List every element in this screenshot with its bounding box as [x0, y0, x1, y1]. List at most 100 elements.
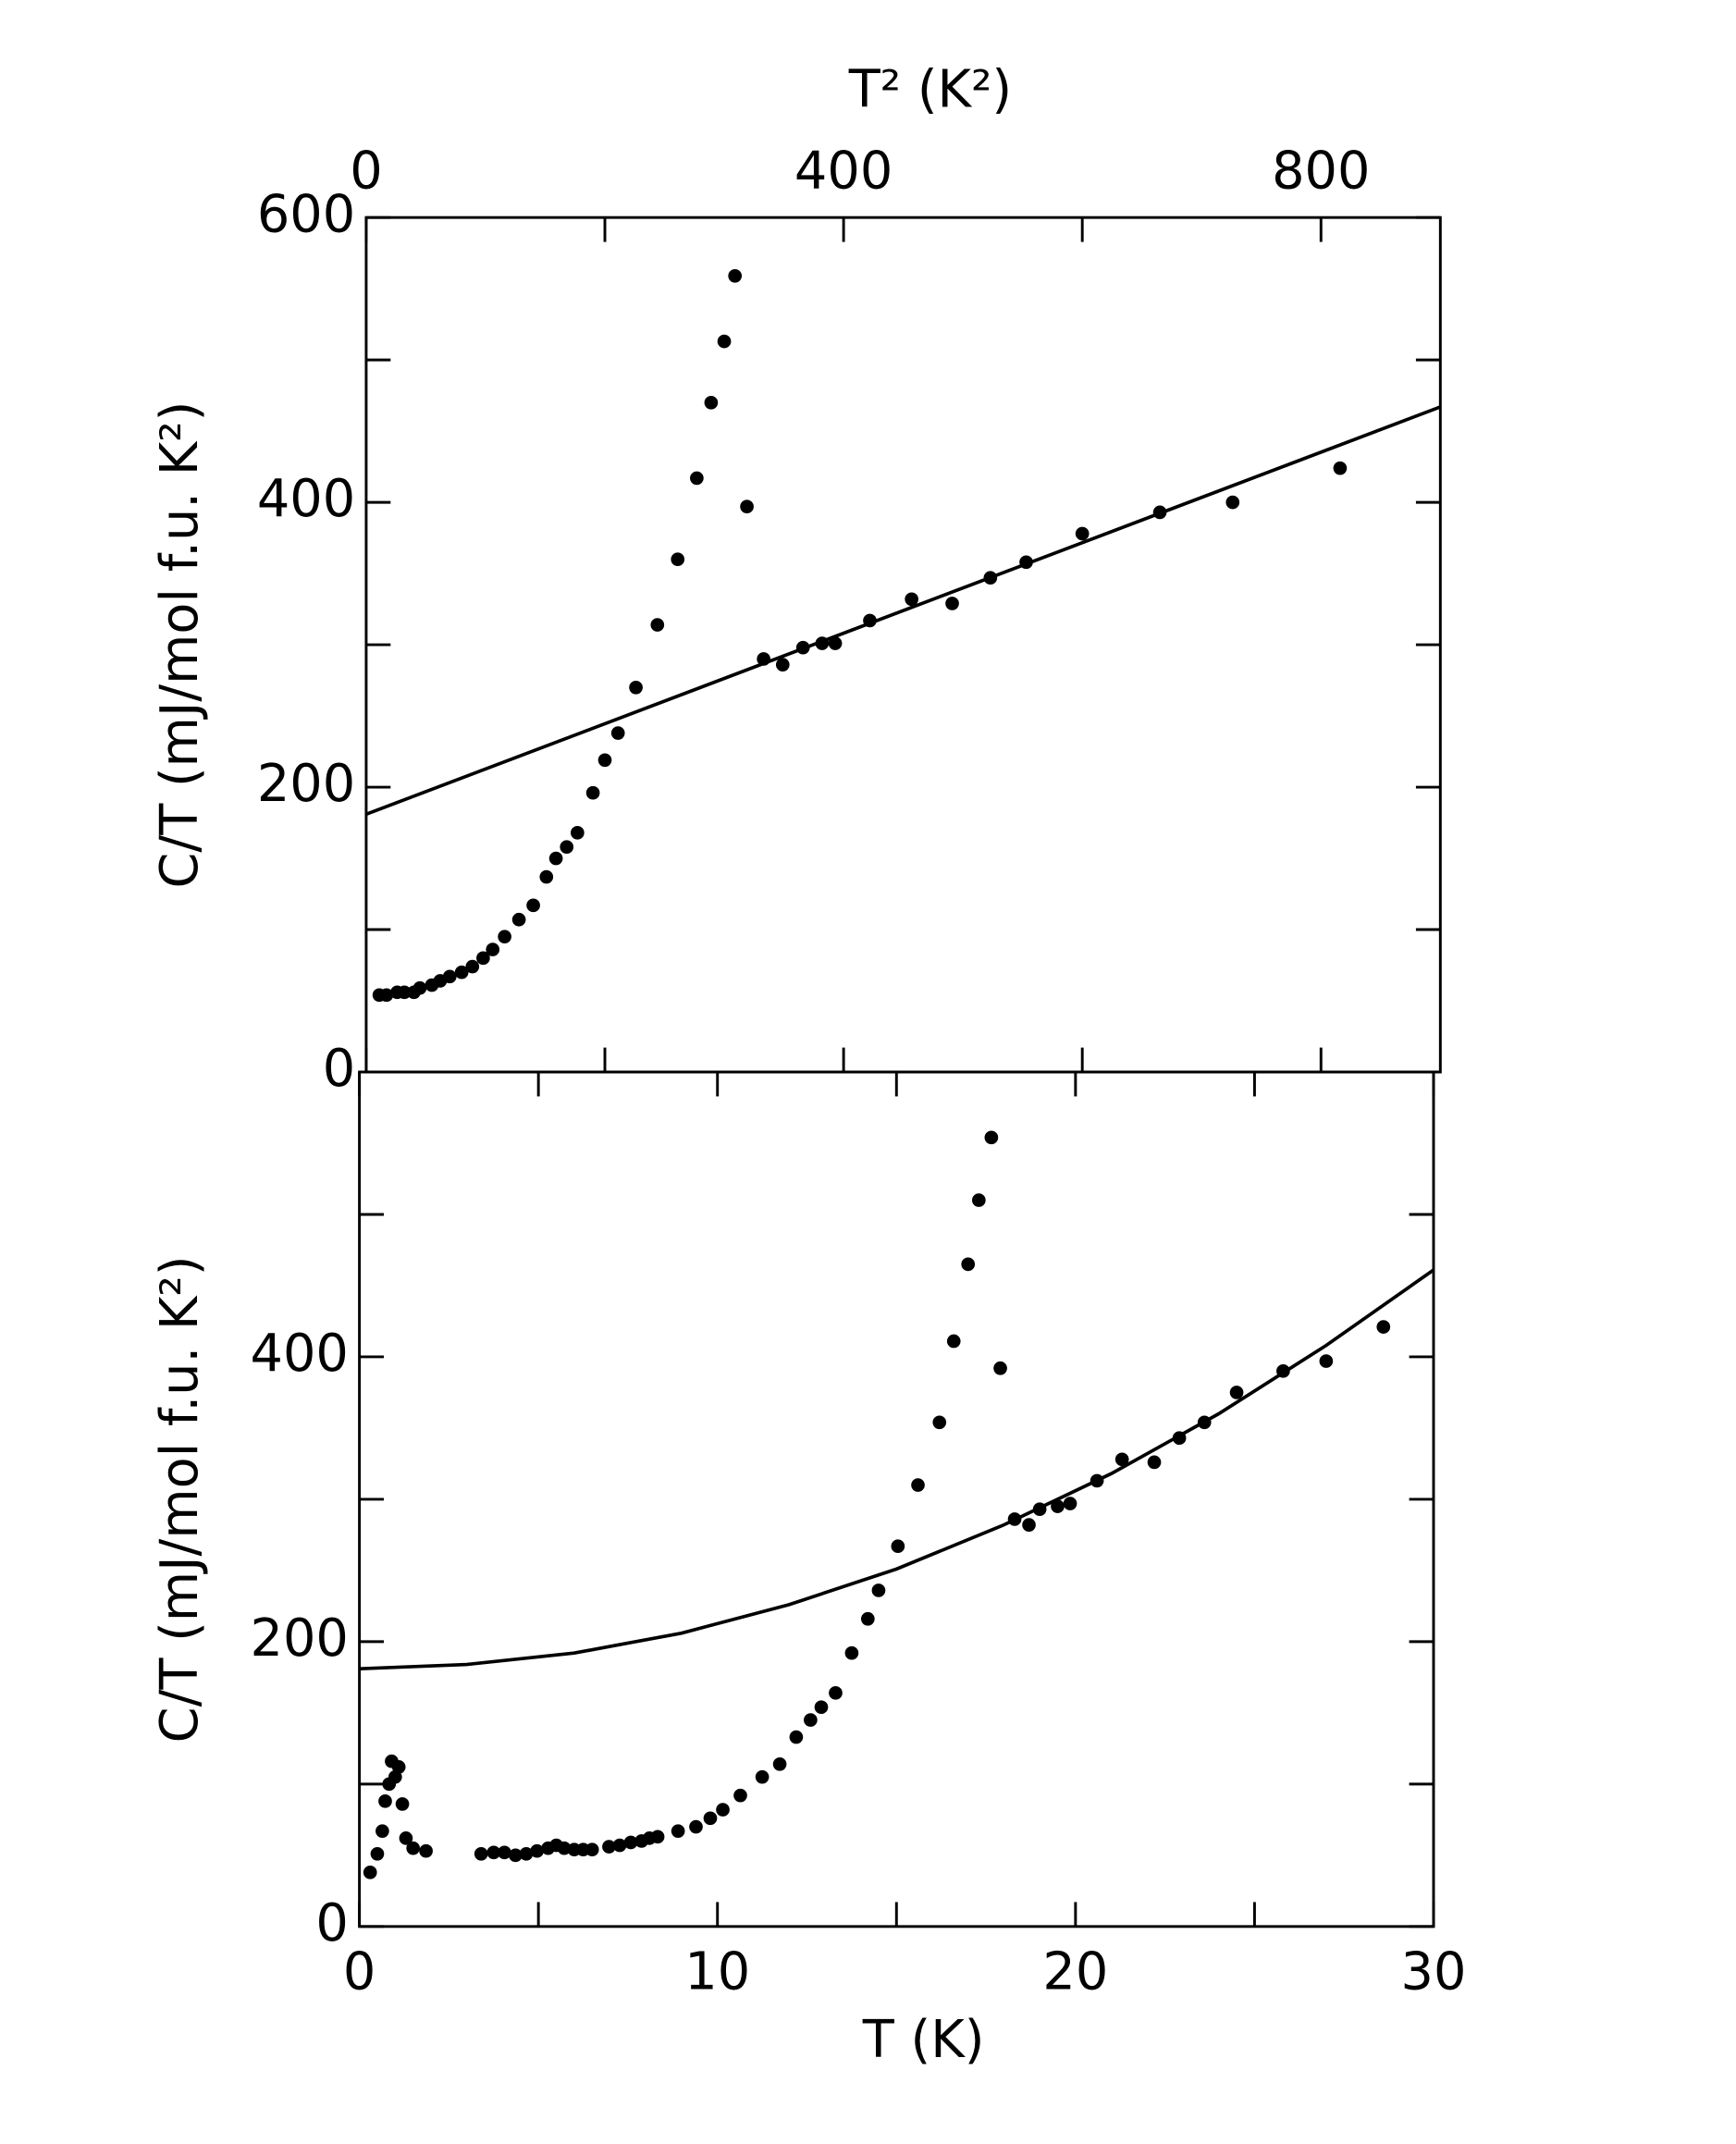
data-point — [932, 1415, 947, 1430]
data-point — [530, 1843, 544, 1858]
data-point — [391, 1760, 406, 1774]
data-point — [860, 1611, 875, 1626]
data-point — [755, 1769, 770, 1784]
data-point — [703, 1811, 718, 1826]
data-point — [560, 840, 574, 855]
data-point — [612, 1838, 627, 1853]
x-tick-label: 0 — [350, 141, 382, 201]
plot-frame — [358, 1070, 1435, 1928]
data-point — [871, 1583, 886, 1597]
fit-curve — [365, 405, 1441, 817]
data-point — [650, 1830, 665, 1844]
data-point — [526, 898, 540, 913]
data-point — [772, 1756, 787, 1771]
data-point — [891, 1539, 905, 1554]
data-point — [946, 1334, 961, 1349]
data-point — [1022, 1518, 1036, 1532]
data-point — [498, 1845, 511, 1860]
data-point — [905, 592, 918, 607]
y-tick-label: 200 — [257, 754, 355, 814]
data-point — [1333, 461, 1348, 475]
data-point — [1063, 1497, 1077, 1510]
x-axis-title: T² (K²) — [848, 59, 1012, 119]
y-tick-label: 0 — [323, 1039, 355, 1099]
data-point — [557, 1841, 572, 1855]
data-point — [486, 1845, 501, 1860]
data-point — [548, 851, 563, 866]
data-point — [804, 1713, 818, 1727]
data-point — [945, 597, 959, 610]
data-point — [585, 785, 600, 800]
data-point — [474, 1846, 488, 1861]
x-tick-label: 10 — [684, 1942, 750, 2002]
data-point — [454, 965, 469, 980]
data-point — [412, 980, 427, 995]
data-point — [571, 825, 585, 840]
data-point — [993, 1361, 1007, 1375]
data-point — [911, 1478, 925, 1492]
data-point — [829, 1685, 843, 1700]
data-point — [1075, 526, 1090, 541]
data-point — [376, 1824, 389, 1839]
y-tick-label: 0 — [315, 1893, 348, 1953]
data-point — [363, 1865, 377, 1879]
data-point — [716, 1803, 730, 1817]
data-point — [379, 988, 394, 1003]
x-tick-label: 20 — [1042, 1942, 1108, 2002]
y-tick-label: 400 — [257, 469, 355, 529]
data-point — [378, 1794, 392, 1808]
data-point — [511, 912, 526, 927]
data-point — [671, 552, 685, 567]
data-point — [984, 1130, 999, 1145]
data-point — [775, 658, 790, 672]
data-point — [1147, 1455, 1162, 1470]
data-point — [650, 618, 665, 632]
x-tick-label: 400 — [794, 141, 893, 201]
x-tick-label: 800 — [1272, 141, 1370, 201]
data-point — [733, 1788, 747, 1803]
data-point — [395, 1797, 410, 1811]
data-point — [629, 680, 643, 695]
data-point — [690, 471, 704, 486]
data-point — [399, 1831, 413, 1845]
data-point — [1225, 495, 1240, 510]
y-tick-label: 400 — [251, 1324, 349, 1384]
data-point — [539, 869, 554, 884]
data-point — [486, 943, 500, 956]
data-point — [740, 499, 754, 514]
x-axis-title: T (K) — [862, 2010, 985, 2070]
data-point — [465, 959, 480, 974]
data-point — [728, 268, 743, 283]
y-tick-label: 600 — [257, 184, 355, 244]
data-point — [498, 930, 511, 944]
data-point — [789, 1730, 804, 1744]
data-point — [370, 1846, 385, 1861]
x-tick-label: 0 — [343, 1942, 376, 2002]
data-point — [1051, 1499, 1065, 1513]
data-point — [602, 1840, 616, 1854]
data-point — [419, 1843, 433, 1858]
y-axis-title: C/T (mJ/mol f.u. K²) — [150, 401, 210, 889]
data-point — [704, 395, 719, 410]
data-point — [397, 985, 412, 1000]
data-point — [442, 969, 457, 984]
plot-frame — [364, 216, 1442, 1074]
data-point — [844, 1645, 859, 1660]
data-point — [509, 1848, 523, 1863]
data-point — [519, 1846, 534, 1861]
data-point — [1376, 1320, 1391, 1334]
data-point — [717, 334, 732, 349]
data-point — [828, 636, 843, 650]
data-point — [1114, 1452, 1129, 1467]
fit-curve — [359, 1268, 1435, 1670]
data-point — [814, 1700, 829, 1715]
data-point — [623, 1835, 638, 1850]
y-tick-label: 200 — [251, 1608, 349, 1669]
data-point — [1229, 1386, 1244, 1399]
data-point — [585, 1842, 599, 1857]
data-point — [1319, 1354, 1334, 1368]
data-point — [671, 1824, 685, 1839]
data-point — [597, 753, 612, 768]
data-point — [476, 951, 490, 966]
